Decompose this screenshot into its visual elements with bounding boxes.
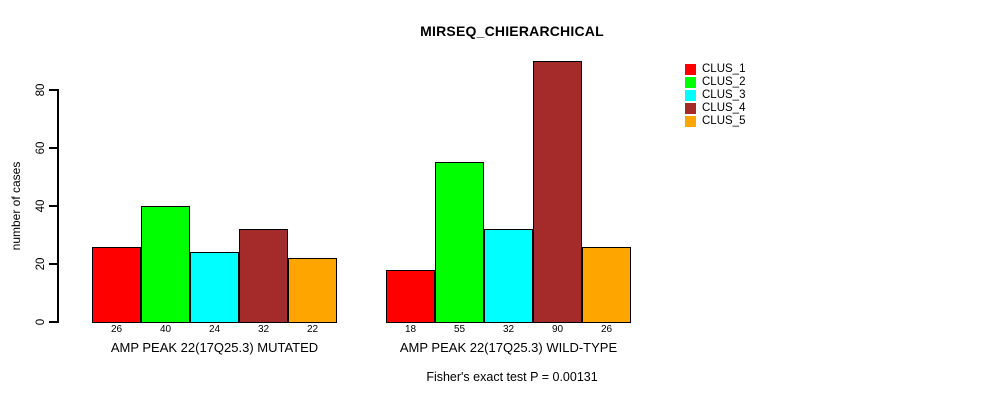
legend-item-clus_1: CLUS_1 bbox=[685, 63, 745, 76]
bar-value-label: 90 bbox=[551, 324, 564, 335]
legend-label: CLUS_4 bbox=[702, 102, 746, 114]
y-tick bbox=[49, 89, 57, 91]
bar-value-label: 55 bbox=[453, 324, 466, 335]
legend-swatch-clus_4 bbox=[685, 103, 696, 114]
bar-value-label: 18 bbox=[404, 324, 417, 335]
y-tick-label: 20 bbox=[35, 257, 47, 271]
legend-label: CLUS_3 bbox=[702, 89, 746, 101]
bar-value-label: 22 bbox=[306, 324, 319, 335]
bar-clus_3-group2 bbox=[484, 229, 533, 323]
legend-item-clus_2: CLUS_2 bbox=[685, 76, 745, 89]
bar-clus_5-group2 bbox=[582, 247, 631, 323]
legend-swatch-clus_3 bbox=[685, 90, 696, 101]
y-tick bbox=[49, 205, 57, 207]
legend-swatch-clus_1 bbox=[685, 64, 696, 75]
legend: CLUS_1 CLUS_2 CLUS_3 CLUS_4 CLUS_5 bbox=[685, 63, 745, 128]
legend-item-clus_3: CLUS_3 bbox=[685, 89, 745, 102]
bar-clus_1-group1 bbox=[92, 247, 141, 323]
chart-title: MIRSEQ_CHIERARCHICAL bbox=[420, 23, 604, 39]
legend-label: CLUS_5 bbox=[702, 115, 746, 127]
bar-clus_4-group1 bbox=[239, 229, 288, 323]
y-tick-label: 60 bbox=[35, 141, 47, 155]
y-tick bbox=[49, 321, 57, 323]
legend-label: CLUS_1 bbox=[702, 63, 746, 75]
bar-clus_5-group1 bbox=[288, 258, 337, 323]
bar-clus_4-group2 bbox=[533, 61, 582, 323]
bar-value-label: 24 bbox=[208, 324, 221, 335]
bar-value-label: 32 bbox=[257, 324, 270, 335]
legend-swatch-clus_2 bbox=[685, 77, 696, 88]
bar-value-label: 40 bbox=[159, 324, 172, 335]
legend-label: CLUS_2 bbox=[702, 76, 746, 88]
x-group-label: AMP PEAK 22(17Q25.3) MUTATED bbox=[110, 340, 319, 355]
bar-value-label: 26 bbox=[600, 324, 613, 335]
y-axis-line bbox=[57, 89, 59, 323]
bar-clus_3-group1 bbox=[190, 252, 239, 323]
bar-value-label: 26 bbox=[110, 324, 123, 335]
legend-item-clus_5: CLUS_5 bbox=[685, 115, 745, 128]
y-tick-label: 40 bbox=[35, 199, 47, 213]
annotation-text: Fisher's exact test P = 0.00131 bbox=[426, 370, 598, 384]
bar-clus_2-group1 bbox=[141, 206, 190, 323]
y-tick bbox=[49, 147, 57, 149]
legend-item-clus_4: CLUS_4 bbox=[685, 102, 745, 115]
y-tick-label: 0 bbox=[35, 318, 47, 326]
legend-swatch-clus_5 bbox=[685, 116, 696, 127]
x-group-label: AMP PEAK 22(17Q25.3) WILD-TYPE bbox=[399, 340, 618, 355]
bar-clus_2-group2 bbox=[435, 162, 484, 323]
y-tick-label: 80 bbox=[35, 83, 47, 97]
y-tick bbox=[49, 263, 57, 265]
bar-clus_1-group2 bbox=[386, 270, 435, 323]
bar-value-label: 32 bbox=[502, 324, 515, 335]
